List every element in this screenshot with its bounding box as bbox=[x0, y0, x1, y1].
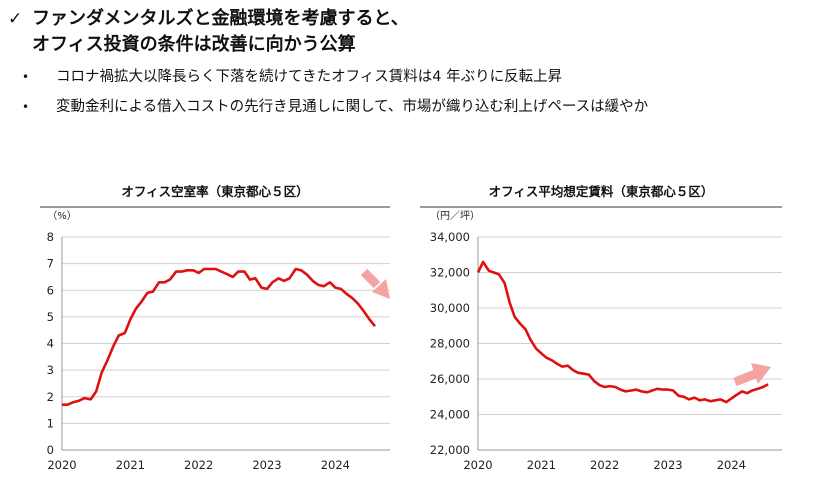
bullet-item: • コロナ禍拡大以降長らく下落を続けてきたオフィス賃料は4 年ぶりに反転上昇 bbox=[22, 62, 648, 92]
header-line-1: ✓ ファンダメンタルズと金融環境を考慮すると、 bbox=[8, 6, 409, 32]
x-tick-label: 2021 bbox=[116, 458, 145, 472]
x-tick-label: 2020 bbox=[47, 458, 76, 472]
y-tick-label: 28,000 bbox=[430, 337, 470, 351]
series-line bbox=[476, 260, 769, 404]
chart-title: オフィス空室率（東京都心５区） bbox=[121, 184, 308, 199]
bullet-text: 変動金利による借入コストの先行き見通しに関して、市場が織り込む利上げペースは緩や… bbox=[56, 99, 649, 115]
trend-arrow-up-icon bbox=[751, 363, 771, 384]
header: ✓ ファンダメンタルズと金融環境を考慮すると、 オフィス投資の条件は改善に向かう… bbox=[8, 6, 409, 57]
y-unit-label: （円／坪） bbox=[430, 209, 480, 222]
bullet-text: コロナ禍拡大以降長らく下落を続けてきたオフィス賃料は4 年ぶりに反転上昇 bbox=[56, 69, 563, 85]
y-unit-label: （%） bbox=[47, 210, 77, 222]
trend-arrow-shaft bbox=[360, 268, 381, 289]
bullet-item: • 変動金利による借入コストの先行き見通しに関して、市場が織り込む利上げペースは… bbox=[22, 92, 648, 122]
y-tick-label: 3 bbox=[47, 363, 54, 377]
x-tick-label: 2021 bbox=[527, 458, 556, 472]
headline-1: ファンダメンタルズと金融環境を考慮すると、 bbox=[32, 8, 409, 29]
series-line bbox=[62, 267, 377, 406]
x-tick-label: 2024 bbox=[321, 458, 350, 472]
x-tick-label: 2022 bbox=[184, 458, 213, 472]
y-tick-label: 7 bbox=[47, 257, 54, 271]
y-tick-label: 30,000 bbox=[430, 301, 470, 315]
x-tick-label: 2023 bbox=[252, 458, 281, 472]
y-tick-label: 5 bbox=[47, 310, 54, 324]
y-tick-label: 4 bbox=[47, 337, 54, 351]
x-tick-label: 2024 bbox=[717, 458, 746, 472]
y-tick-label: 2 bbox=[47, 390, 54, 404]
bullet-icon: • bbox=[22, 100, 30, 114]
y-tick-label: 1 bbox=[47, 416, 54, 430]
y-tick-label: 34,000 bbox=[430, 230, 470, 244]
check-icon: ✓ bbox=[8, 9, 23, 29]
x-tick-label: 2020 bbox=[463, 458, 492, 472]
bullet-list: • コロナ禍拡大以降長らく下落を続けてきたオフィス賃料は4 年ぶりに反転上昇 •… bbox=[22, 62, 648, 122]
x-tick-label: 2022 bbox=[590, 458, 619, 472]
trend-arrow-shaft bbox=[733, 369, 757, 387]
y-tick-label: 26,000 bbox=[430, 372, 470, 386]
y-tick-label: 8 bbox=[47, 230, 54, 244]
x-tick-label: 2023 bbox=[653, 458, 682, 472]
chart-title: オフィス平均想定賃料（東京都心５区） bbox=[489, 184, 714, 199]
y-tick-label: 24,000 bbox=[430, 408, 470, 422]
y-tick-label: 22,000 bbox=[430, 443, 470, 457]
trend-arrow-down-icon bbox=[372, 279, 390, 299]
y-tick-label: 32,000 bbox=[430, 266, 470, 280]
bullet-icon: • bbox=[22, 70, 30, 84]
y-tick-label: 6 bbox=[47, 283, 54, 297]
headline-2: オフィス投資の条件は改善に向かう公算 bbox=[32, 34, 356, 55]
y-tick-label: 0 bbox=[47, 443, 54, 457]
